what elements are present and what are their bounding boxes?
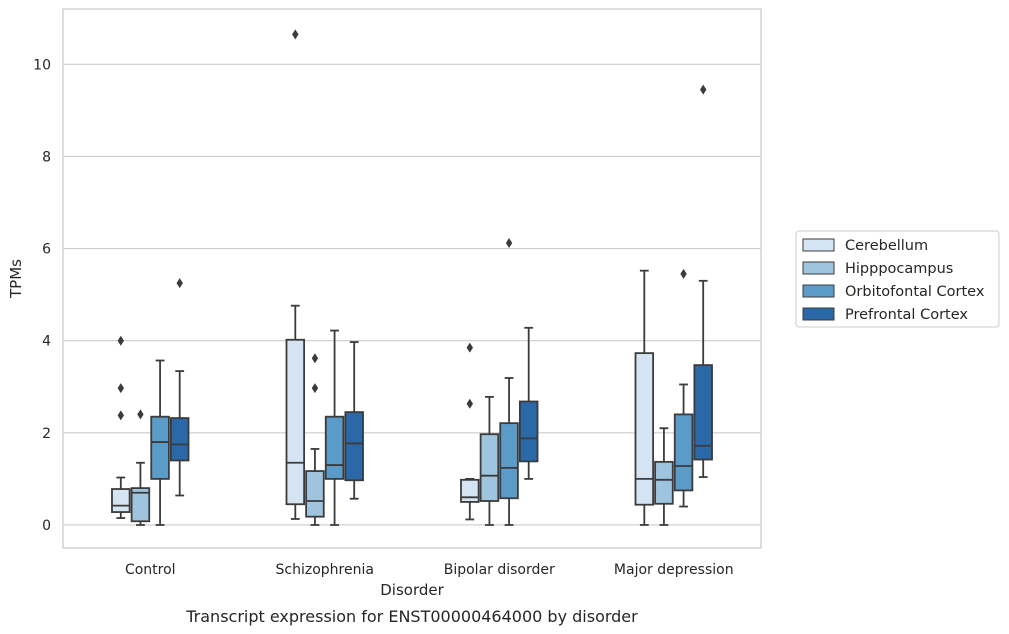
outlier-point bbox=[699, 84, 707, 95]
tick-labels: 0 2 4 6 8 10 Control Schizophrenia Bipolar disor… bbox=[33, 57, 733, 578]
box bbox=[111, 488, 131, 513]
box-group bbox=[130, 409, 151, 526]
legend-swatch bbox=[802, 307, 835, 321]
legend-swatch bbox=[802, 238, 835, 252]
outlier-point bbox=[311, 353, 319, 364]
outlier-point bbox=[680, 268, 687, 279]
outlier-point bbox=[117, 335, 125, 346]
box bbox=[460, 478, 480, 503]
box bbox=[130, 487, 151, 523]
legend-frame bbox=[795, 230, 1000, 328]
box bbox=[634, 352, 655, 506]
box-group bbox=[305, 353, 325, 526]
x-tick-label: Major depression bbox=[614, 562, 734, 578]
legend-label: Prefrontal Cortex bbox=[845, 307, 968, 323]
box-group bbox=[285, 29, 306, 520]
outlier-point bbox=[466, 398, 474, 409]
box bbox=[324, 415, 345, 480]
box-group bbox=[693, 84, 713, 478]
box bbox=[499, 422, 519, 500]
y-tick-label: 6 bbox=[42, 242, 51, 258]
y-axis-label: TPMs bbox=[7, 259, 25, 299]
box-group bbox=[324, 329, 345, 526]
box-group bbox=[150, 359, 170, 526]
y-tick-label: 8 bbox=[42, 149, 51, 165]
chart-caption: Transcript expression for ENST0000046400… bbox=[185, 607, 638, 626]
boxes bbox=[111, 29, 713, 526]
box bbox=[305, 470, 325, 518]
x-tick-label: Bipolar disorder bbox=[444, 562, 555, 578]
box-group bbox=[460, 342, 480, 521]
legend-label: Orbitofontal Cortex bbox=[845, 284, 985, 300]
plot-frame bbox=[62, 8, 762, 549]
outlier-point bbox=[505, 238, 513, 249]
outlier-point bbox=[311, 383, 319, 394]
box bbox=[285, 338, 306, 506]
outlier-point bbox=[466, 342, 474, 353]
box bbox=[150, 415, 170, 480]
legend-label: Cerebellum bbox=[845, 238, 928, 254]
x-axis-label: Disorder bbox=[380, 581, 444, 599]
box bbox=[344, 411, 364, 482]
y-tick-label: 2 bbox=[42, 426, 51, 442]
box-group bbox=[654, 427, 674, 526]
y-tick-label: 0 bbox=[42, 518, 51, 534]
box-group bbox=[344, 341, 364, 500]
outlier-point bbox=[117, 383, 125, 394]
box bbox=[673, 413, 694, 492]
box bbox=[169, 417, 190, 462]
legend: Cerebellum Hipppocampus Orbitofontal Corte… bbox=[795, 230, 1000, 328]
box bbox=[518, 400, 539, 463]
legend-swatch bbox=[802, 261, 835, 275]
outlier-point bbox=[137, 409, 144, 420]
box-group bbox=[499, 238, 519, 526]
box bbox=[693, 364, 713, 461]
outlier-point bbox=[117, 410, 125, 421]
legend-label: Hipppocampus bbox=[845, 261, 953, 277]
box-group bbox=[634, 269, 655, 526]
x-tick-label: Control bbox=[125, 562, 176, 578]
box-group bbox=[111, 335, 131, 519]
legend-swatch bbox=[802, 284, 835, 298]
box-group bbox=[673, 268, 694, 508]
box bbox=[479, 433, 500, 502]
box-group bbox=[479, 395, 500, 526]
box-group bbox=[169, 278, 190, 497]
box-group bbox=[518, 326, 539, 480]
x-tick-label: Schizophrenia bbox=[276, 562, 374, 578]
y-tick-label: 4 bbox=[42, 334, 51, 350]
box bbox=[654, 460, 674, 505]
outlier-point bbox=[292, 29, 299, 40]
outlier-point bbox=[176, 278, 183, 289]
y-tick-label: 10 bbox=[33, 57, 51, 73]
